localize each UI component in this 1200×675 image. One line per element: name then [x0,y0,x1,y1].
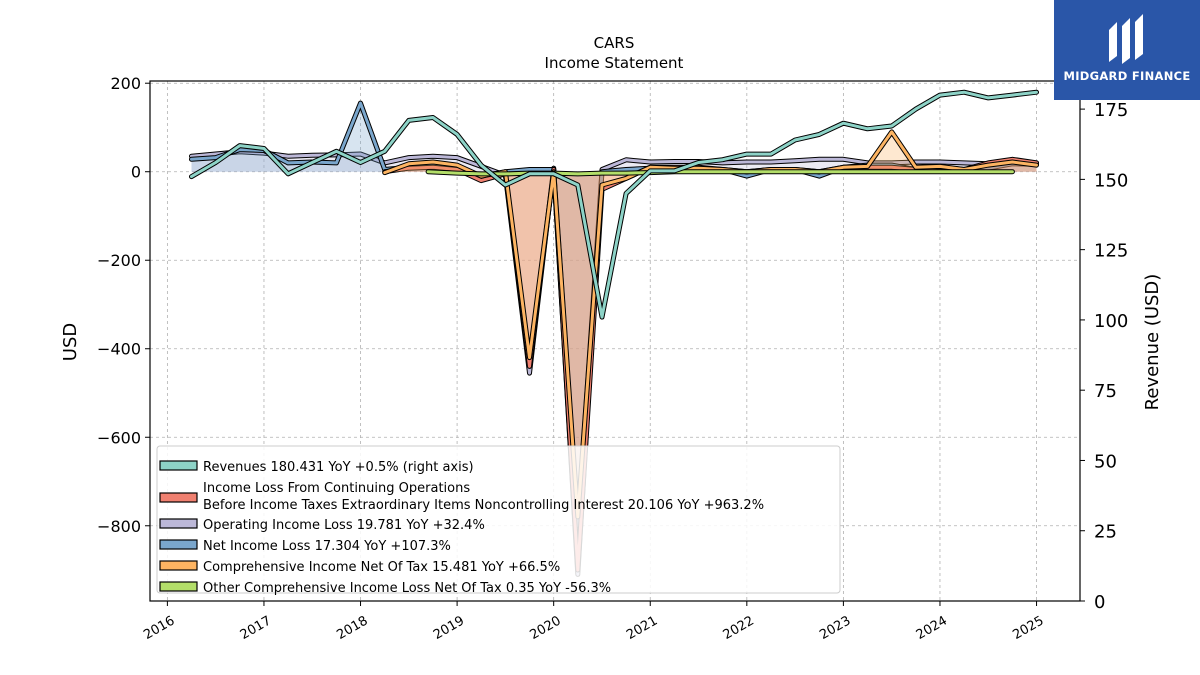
y-tick-label: −800 [97,517,141,536]
y-tick-label: −600 [97,428,141,447]
series-outline [189,89,1039,320]
y2-tick-label: 25 [1094,522,1117,543]
legend-box [156,445,841,594]
logo-mark-icon [1109,14,1143,64]
y2-tick-label: 125 [1094,241,1128,262]
axes-layer: 2016 2017 2018 2019 2020 2021 2022 2023 2024 2025… [97,74,1128,643]
midgard-finance-logo: MIDGARD FINANCE [1054,0,1200,100]
legend-label: Revenues 180.431 YoY +0.5% (right axis) [203,460,474,475]
logo-text: MIDGARD FINANCE [1063,69,1191,83]
legend-label: Net Income Loss 17.304 YoY +107.3% [203,539,451,554]
legend-label-line2: Before Income Taxes Extraordinary Items … [203,498,764,513]
x-tick-label: 2019 [431,613,467,643]
legend-swatch [159,518,198,529]
legend-swatch [159,492,198,503]
y-tick-label: −400 [97,340,141,359]
x-tick-label: 2021 [624,613,660,643]
legend-label: Income Loss From Continuing Operations [203,481,470,496]
legend: Revenues 180.431 YoY +0.5% (right axis) I… [156,445,841,596]
x-tick-label: 2017 [238,613,274,643]
series-line [190,90,1038,319]
plot-frame [149,80,1081,602]
y2-tick-label: 75 [1094,381,1117,402]
legend-label: Other Comprehensive Income Loss Net Of T… [203,581,611,596]
legend-label: Comprehensive Income Net Of Tax 15.481 Y… [203,560,560,575]
y-tick-label: 0 [131,163,141,182]
y2-tick-label: 175 [1094,100,1128,121]
x-tick-label: 2025 [1010,613,1046,643]
y2-tick-label: 100 [1094,311,1128,332]
y2-tick-label: 150 [1094,170,1128,191]
x-tick-label: 2020 [528,613,564,643]
x-tick-label: 2022 [721,613,757,643]
legend-swatch [159,560,198,571]
legend-label: Operating Income Loss 19.781 YoY +32.4% [203,518,485,533]
chart-title: CARS [594,34,635,52]
right-axis-label: Revenue (USD) [1142,274,1163,411]
x-tick-label: 2024 [914,613,950,643]
legend-swatch [159,460,198,471]
series-layer [189,89,1039,577]
x-tick-label: 2016 [141,613,177,643]
left-axis-label: USD [60,323,81,361]
chart-subtitle: Income Statement [545,54,684,72]
x-tick-label: 2023 [817,613,853,643]
y-tick-label: −200 [97,251,141,270]
y2-tick-label: 0 [1094,592,1105,613]
legend-swatch [159,539,198,550]
x-tick-label: 2018 [334,613,370,643]
y2-tick-label: 50 [1094,451,1117,472]
y-tick-label: 200 [110,74,141,93]
legend-swatch [159,581,198,592]
